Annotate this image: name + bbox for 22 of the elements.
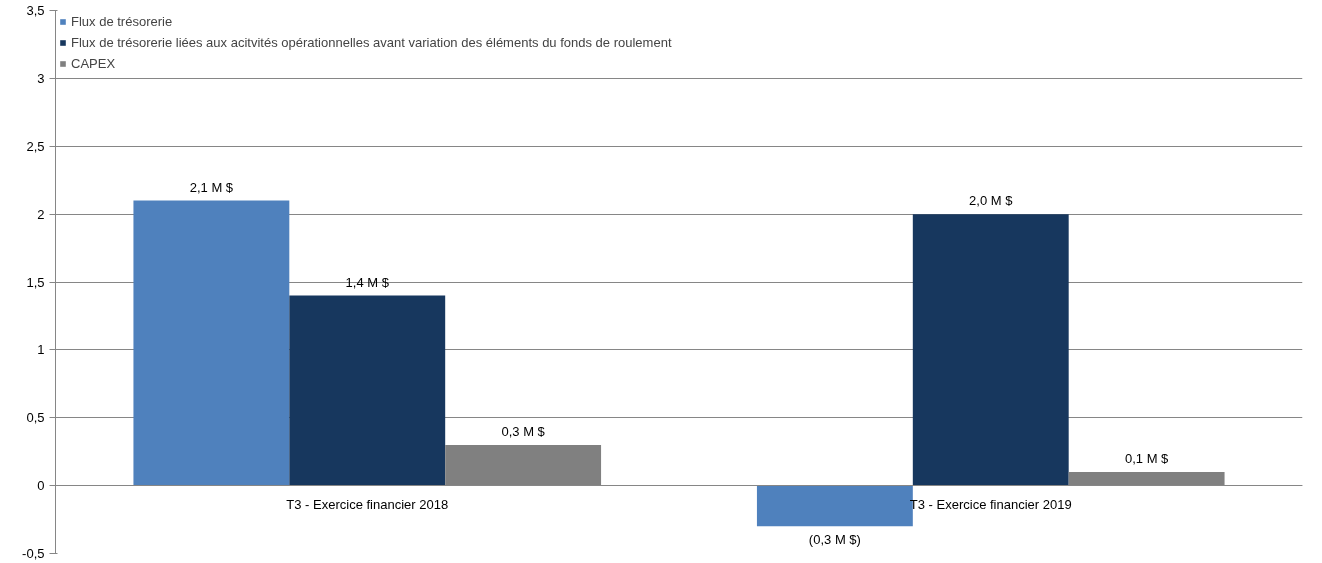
y-tick-label: 0,5	[26, 410, 45, 426]
y-tick-label: 1,5	[26, 274, 45, 290]
y-tick-label: 1	[37, 342, 45, 358]
y-tick-label: 0	[37, 478, 45, 494]
data-label: 0,1 M $	[1124, 451, 1170, 467]
legend-label: Flux de trésorerie	[71, 14, 173, 29]
legend-label: Flux de trésorerie liées aux acitvités opérationnelles avant variation des éléments du fonds de roulement	[71, 35, 672, 50]
bar	[912, 214, 1069, 486]
x-tick-label: T3 - Exercice financier 2018	[286, 496, 449, 512]
y-tick-label: 2,5	[26, 138, 45, 154]
data-label: 0,3 M $	[501, 423, 546, 439]
data-label: 2,0 M $	[969, 193, 1014, 209]
data-label: 1,4 M $	[345, 274, 390, 290]
bar	[289, 295, 446, 486]
bar	[133, 200, 290, 486]
y-tick-label: -0,5	[22, 546, 45, 561]
y-tick-label: 3	[37, 70, 45, 86]
y-tick-label: 2	[37, 206, 45, 222]
legend-label: CAPEX	[71, 56, 116, 71]
data-label: (0,3 M $)	[808, 532, 861, 548]
data-label: 2,1 M $	[189, 179, 234, 195]
y-tick-label: 3,5	[26, 3, 45, 18]
